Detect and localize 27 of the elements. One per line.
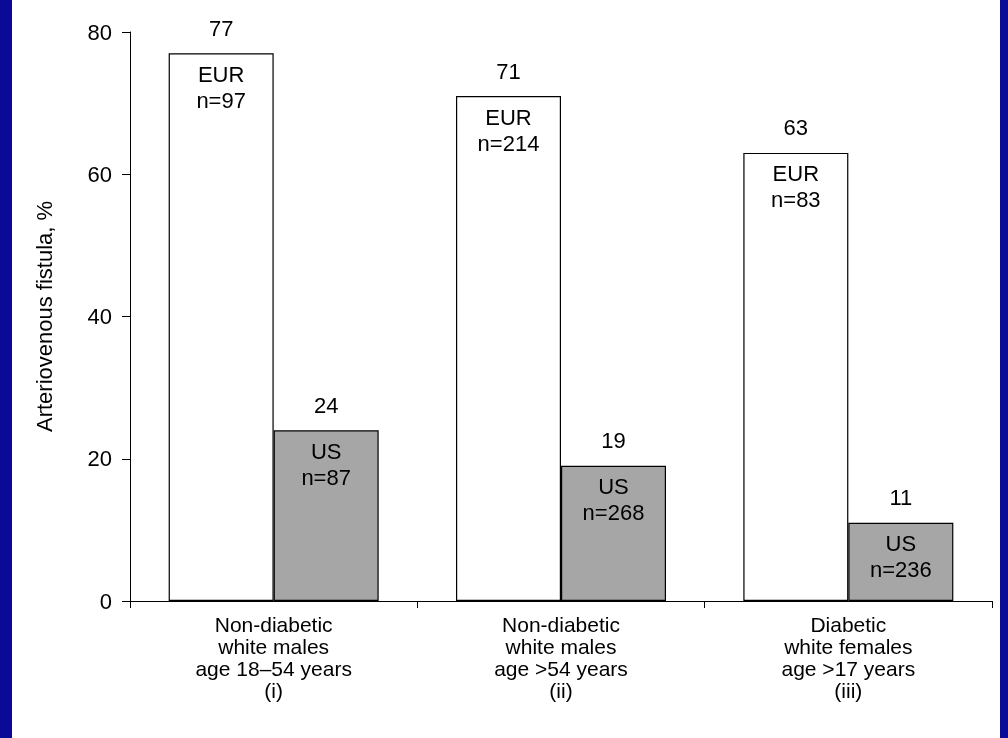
annotation: n=268 [582,500,645,526]
data-label: 19 [601,428,626,454]
text: EUR [485,104,532,130]
data-label: 71 [496,58,521,84]
series-label: US [885,531,917,557]
y-tick-label: 0 [99,588,112,614]
series-label: EUR [197,61,245,87]
text: US [310,438,342,464]
annotation: n=97 [196,87,246,113]
text: US [598,474,629,500]
data-label: 11 [889,485,913,511]
y-axis-title: Arteriovenous fistula, % [31,200,57,433]
y-tick-label: 40 [87,304,112,329]
y-tick-label: 80 [87,19,112,45]
y-tick-label: 20 [87,446,112,472]
x-tick-label: Non-diabetic white males age 18–54 years (i) [195,612,352,702]
annotation: n=87 [301,464,351,490]
annotation: n=83 [771,187,821,213]
x-tick-label: Diabetic white females age >17 years (iii) [781,612,916,702]
data-label: 63 [783,115,809,141]
annotation: n=236 [869,557,932,583]
data-label: 77 [208,15,234,41]
text: EUR [772,161,820,187]
y-tick-label: 60 [87,161,112,187]
x-tick-label: Non-diabetic white males age >54 years (ii) [494,612,628,702]
data-label: 24 [313,392,339,418]
annotation: n=214 [477,130,540,156]
